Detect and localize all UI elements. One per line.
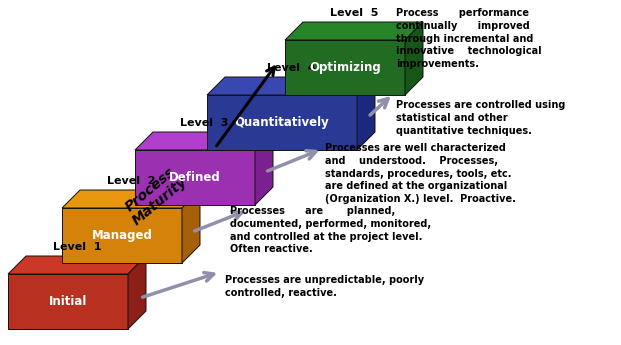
Text: Initial: Initial [49,295,87,308]
Polygon shape [207,77,375,95]
Polygon shape [255,132,273,205]
Text: Managed: Managed [91,229,152,242]
Text: Level  1: Level 1 [53,242,101,252]
Polygon shape [285,22,423,40]
Polygon shape [182,190,200,263]
Polygon shape [62,190,200,208]
Polygon shape [128,256,146,329]
Polygon shape [8,274,128,329]
Polygon shape [405,22,423,95]
Text: Optimizing: Optimizing [309,61,381,74]
Text: Processes are controlled using
statistical and other
quantitative techniques.: Processes are controlled using statistic… [396,100,565,136]
Text: Level  4: Level 4 [266,63,315,73]
Polygon shape [135,132,273,150]
Polygon shape [357,77,375,150]
Text: Processes are well characterized
and    understood.    Processes,
standards, pro: Processes are well characterized and und… [325,143,516,204]
Text: Process
Maturity: Process Maturity [120,162,190,228]
Polygon shape [62,208,182,263]
Text: Defined: Defined [169,171,221,184]
Text: Processes      are       planned,
documented, performed, monitored,
and controll: Processes are planned, documented, perfo… [230,206,431,254]
Polygon shape [285,40,405,95]
Text: Level  3: Level 3 [180,118,228,128]
Text: Level  2: Level 2 [107,176,155,186]
Text: Processes are unpredictable, poorly
controlled, reactive.: Processes are unpredictable, poorly cont… [225,275,424,298]
Polygon shape [8,256,146,274]
Polygon shape [135,150,255,205]
Text: Process      performance
continually      improved
through incremental and
innov: Process performance continually improved… [396,8,542,69]
Polygon shape [207,95,357,150]
Text: Quantitatively: Quantitatively [235,116,329,129]
Text: Level  5: Level 5 [330,8,378,18]
